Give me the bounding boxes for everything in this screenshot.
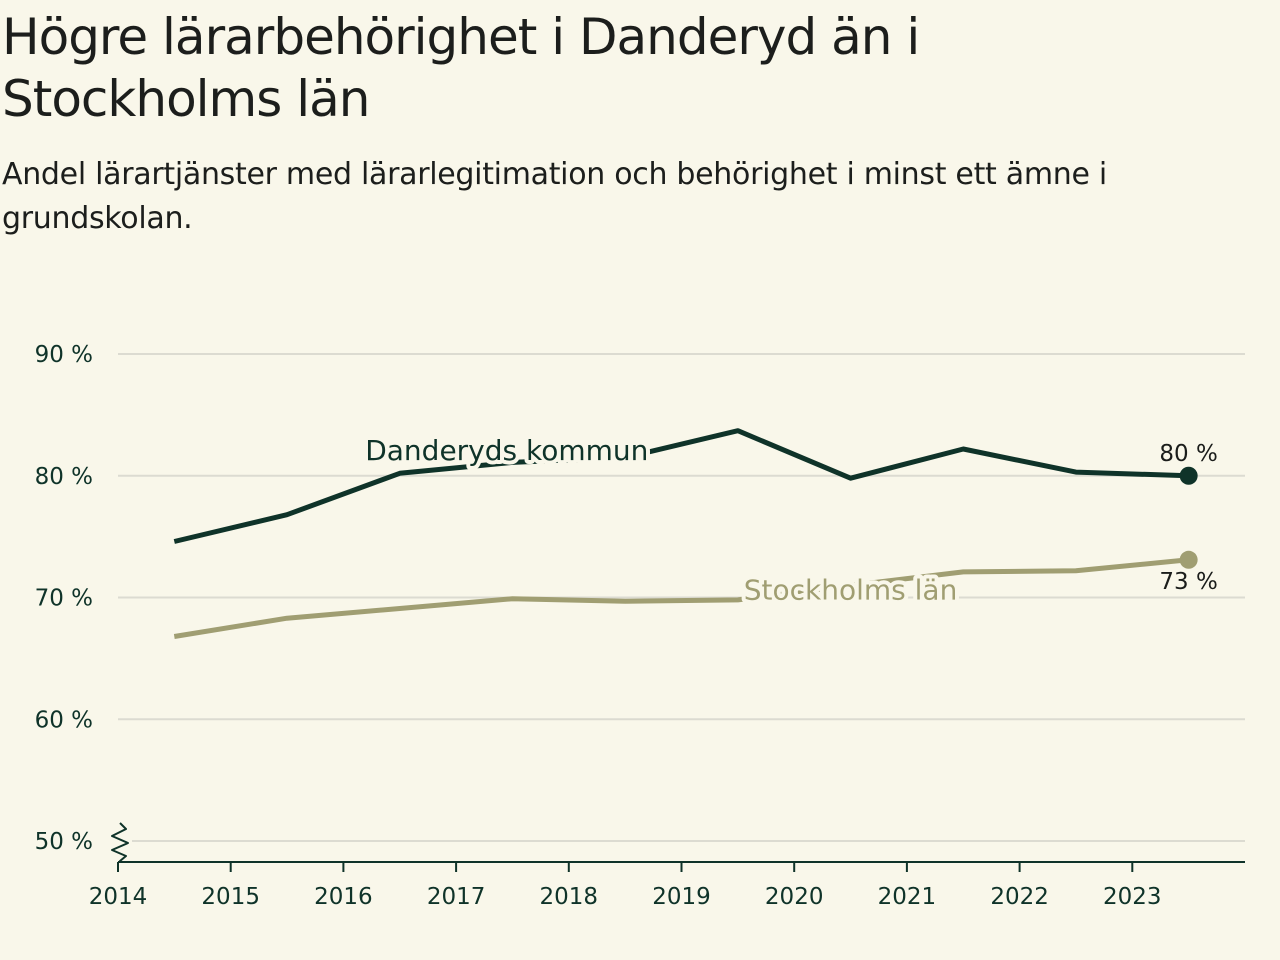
y-tick-label: 90 % xyxy=(35,342,93,368)
series-lines xyxy=(173,428,1198,639)
x-tick-label: 2016 xyxy=(314,884,373,910)
y-tick-label: 80 % xyxy=(35,464,93,490)
danderyd-series-label: Danderyds kommun xyxy=(365,434,648,467)
x-tick-label: 2022 xyxy=(990,884,1049,910)
x-tick-label: 2014 xyxy=(89,884,148,910)
series-endpoint-1 xyxy=(1179,550,1198,569)
x-tick-label: 2018 xyxy=(540,884,599,910)
x-tick-label: 2021 xyxy=(878,884,937,910)
y-tick-label: 70 % xyxy=(35,586,93,612)
series-endpoint-0 xyxy=(1179,466,1198,485)
end-value-label: 80 % xyxy=(1159,441,1217,467)
y-axis: 50 % 60 % 70 % 80 % 90 % xyxy=(35,342,132,862)
axis-break-mask xyxy=(108,821,132,861)
x-tick-label: 2020 xyxy=(765,884,824,910)
series-line-1 xyxy=(173,557,1189,639)
y-tick-label: 50 % xyxy=(35,829,93,855)
x-tick-label: 2015 xyxy=(201,884,260,910)
stockholm-series-label: Stockholms län xyxy=(744,573,958,606)
series-labels: Danderyds kommun Stockholms län 80 % 73 % xyxy=(361,430,1218,610)
end-value-label: 73 % xyxy=(1159,569,1217,595)
y-tick-label: 60 % xyxy=(35,707,93,733)
x-axis: 2014 2015 2016 2017 2018 2019 2020 2021 2022 2023 xyxy=(89,861,1245,910)
x-tick-label: 2019 xyxy=(652,884,711,910)
x-tick-label: 2023 xyxy=(1103,884,1162,910)
x-tick-label: 2017 xyxy=(427,884,486,910)
grid-lines xyxy=(118,353,1245,842)
axis-break-icon xyxy=(111,822,129,862)
series-line-0 xyxy=(173,428,1189,544)
chart-subtitle: Andel lärartjänster med lärarlegitimatio… xyxy=(2,157,1107,236)
chart-title: Högre lärarbehörighet i Danderyd än i St… xyxy=(2,8,920,128)
